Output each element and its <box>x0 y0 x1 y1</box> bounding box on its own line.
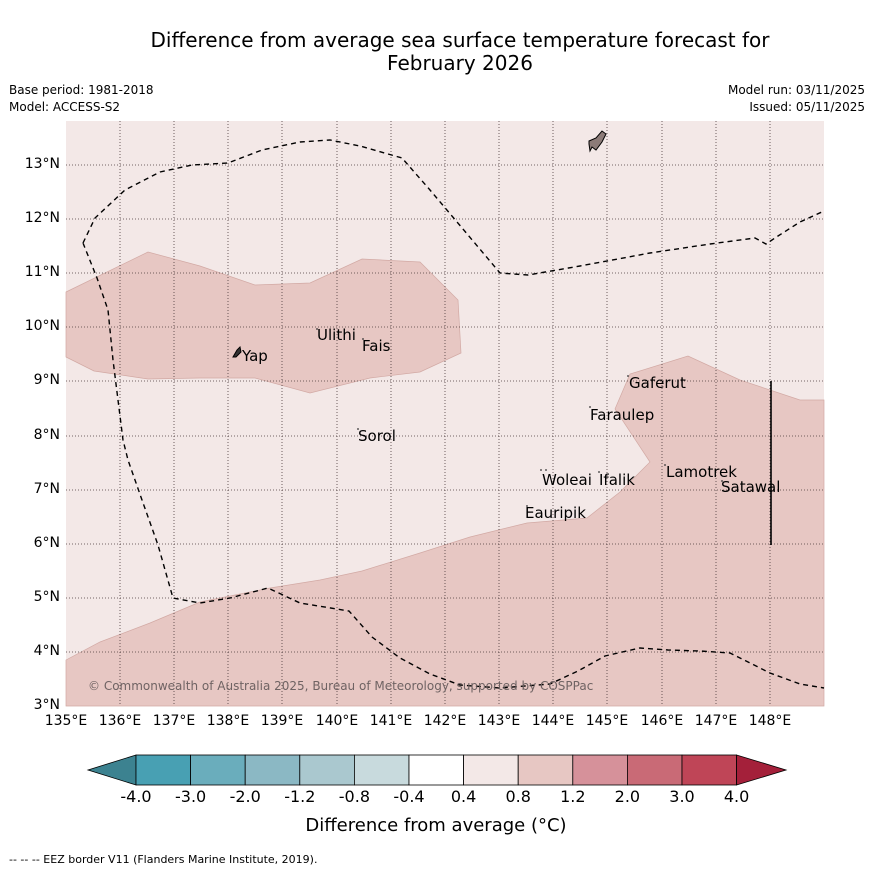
colorbar-tick-label: -0.8 <box>338 787 370 806</box>
colorbar-segment <box>517 754 574 786</box>
colorbar-segment <box>463 754 519 786</box>
lon-tick-label: 148°E <box>748 713 792 729</box>
place-label-sorol: Sorol <box>358 427 396 445</box>
colorbar-segment <box>299 754 355 786</box>
place-label-satawal: Satawal <box>721 478 781 496</box>
colorbar-tick-label: 2.0 <box>614 787 641 806</box>
colorbar-segment <box>572 754 628 786</box>
yap-island <box>232 345 242 358</box>
guam-island <box>588 130 607 153</box>
lon-tick-label: 137°E <box>152 713 196 729</box>
colorbar-tick-label: -2.0 <box>229 787 261 806</box>
lat-tick-label: 9°N <box>33 372 60 388</box>
lat-tick-label: 12°N <box>24 210 60 226</box>
colorbar-tick-label: -0.4 <box>393 787 425 806</box>
colorbar-tick-label: -3.0 <box>174 787 207 806</box>
colorbar-tick-label: -1.2 <box>284 787 316 806</box>
lat-tick-label: 11°N <box>24 264 60 280</box>
place-label-ifalik: Ifalik <box>599 471 635 489</box>
colorbar-extend-high <box>736 754 788 786</box>
lat-tick-label: 13°N <box>24 156 60 172</box>
graticule <box>66 121 824 706</box>
lat-tick-label: 3°N <box>33 697 60 713</box>
colorbar-tick-label: -4.0 <box>120 787 152 806</box>
copyright-notice: © Commonwealth of Australia 2025, Bureau… <box>88 679 594 693</box>
atoll-markers <box>316 328 723 507</box>
place-label-fais: Fais <box>362 337 391 355</box>
colorbar-tick-label: 3.0 <box>669 787 695 806</box>
lon-tick-label: 140°E <box>315 713 359 729</box>
eez-border <box>82 139 825 689</box>
lon-tick-label: 143°E <box>477 713 521 729</box>
lon-tick-label: 136°E <box>98 713 142 729</box>
colorbar-segment <box>681 754 737 786</box>
colorbar-segment <box>135 754 191 786</box>
colorbar <box>86 754 788 786</box>
lon-tick-label: 138°E <box>206 713 250 729</box>
colorbar-tick-label: 0.4 <box>450 787 477 806</box>
base-period-label: Base period: 1981-2018 <box>9 83 154 97</box>
lon-tick-label: 147°E <box>694 713 738 729</box>
colorbar-segment <box>244 754 301 786</box>
colorbar-segment <box>627 754 683 786</box>
colorbar-tick-label: 4.0 <box>723 787 750 806</box>
colorbar-tick-label: 0.8 <box>505 787 531 806</box>
lat-tick-label: 6°N <box>33 535 60 551</box>
colorbar-segment <box>408 754 464 786</box>
lat-tick-label: 5°N <box>33 589 60 605</box>
place-label-gaferut: Gaferut <box>629 374 686 392</box>
model-run-label: Model run: 03/11/2025 <box>727 83 865 97</box>
map-title-line-2: February 2026 <box>387 51 533 75</box>
colorbar-tick-label: 1.2 <box>560 787 586 806</box>
place-label-yap: Yap <box>242 347 268 365</box>
warm-anomaly-region-north <box>65 251 462 394</box>
model-label: Model: ACCESS-S2 <box>9 100 121 114</box>
lon-tick-label: 146°E <box>640 713 684 729</box>
lat-tick-label: 10°N <box>24 318 60 334</box>
colorbar-extend-low <box>86 754 137 786</box>
eez-legend-note: -- -- -- EEZ border V11 (Flanders Marine… <box>9 853 318 866</box>
colorbar-segment <box>353 754 410 786</box>
lat-tick-label: 7°N <box>33 481 60 497</box>
lon-tick-label: 135°E <box>44 713 88 729</box>
map-title-line-1: Difference from average sea surface temp… <box>150 28 770 52</box>
colorbar-segment <box>190 754 246 786</box>
warm-anomaly-region-south <box>65 355 825 707</box>
colorbar-title: Difference from average (°C) <box>305 815 567 836</box>
place-label-ulithi: Ulithi <box>317 326 356 344</box>
lon-tick-label: 141°E <box>369 713 413 729</box>
lat-tick-label: 4°N <box>33 643 60 659</box>
lon-tick-label: 145°E <box>585 713 629 729</box>
place-label-lamotrek: Lamotrek <box>666 463 737 481</box>
place-label-eauripik: Eauripik <box>525 504 586 522</box>
lon-tick-label: 142°E <box>423 713 467 729</box>
lat-tick-label: 8°N <box>33 427 60 443</box>
issued-label: Issued: 05/11/2025 <box>749 100 865 114</box>
place-label-woleai: Woleai <box>542 471 592 489</box>
lon-tick-label: 144°E <box>531 713 575 729</box>
place-label-faraulep: Faraulep <box>590 406 655 424</box>
lon-tick-label: 139°E <box>260 713 304 729</box>
